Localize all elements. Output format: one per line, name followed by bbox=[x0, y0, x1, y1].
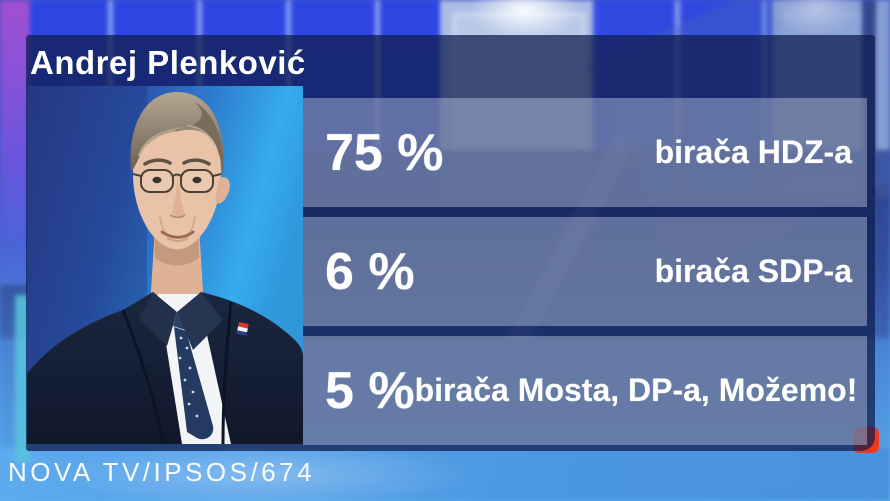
stat-label: birača Mosta, DP-a, Možemo! bbox=[414, 372, 858, 408]
stat-row: 6 % birača SDP-a bbox=[303, 217, 867, 326]
person-name-title: Andrej Plenković bbox=[30, 44, 306, 81]
stat-value: 6 % bbox=[325, 242, 415, 301]
stat-value: 75 % bbox=[325, 123, 444, 182]
stat-label: birača HDZ-a bbox=[654, 134, 852, 170]
flag-blurred bbox=[0, 0, 30, 285]
stat-rows: 75 % birača HDZ-a 6 % birača SDP-a 5 % b… bbox=[303, 98, 867, 445]
source-caption: NOVA TV/IPSOS/674 bbox=[8, 457, 316, 487]
flag-pin-icon bbox=[236, 322, 249, 336]
portrait-photo bbox=[27, 86, 303, 444]
stat-row: 75 % birača HDZ-a bbox=[303, 98, 867, 207]
light-glow bbox=[470, 0, 580, 40]
portrait-illustration bbox=[27, 86, 303, 444]
stat-row: 5 % birača Mosta, DP-a, Možemo! bbox=[303, 336, 867, 445]
stat-value: 5 % bbox=[325, 361, 415, 420]
stat-label: birača SDP-a bbox=[654, 253, 852, 289]
studio-floor bbox=[0, 448, 890, 501]
